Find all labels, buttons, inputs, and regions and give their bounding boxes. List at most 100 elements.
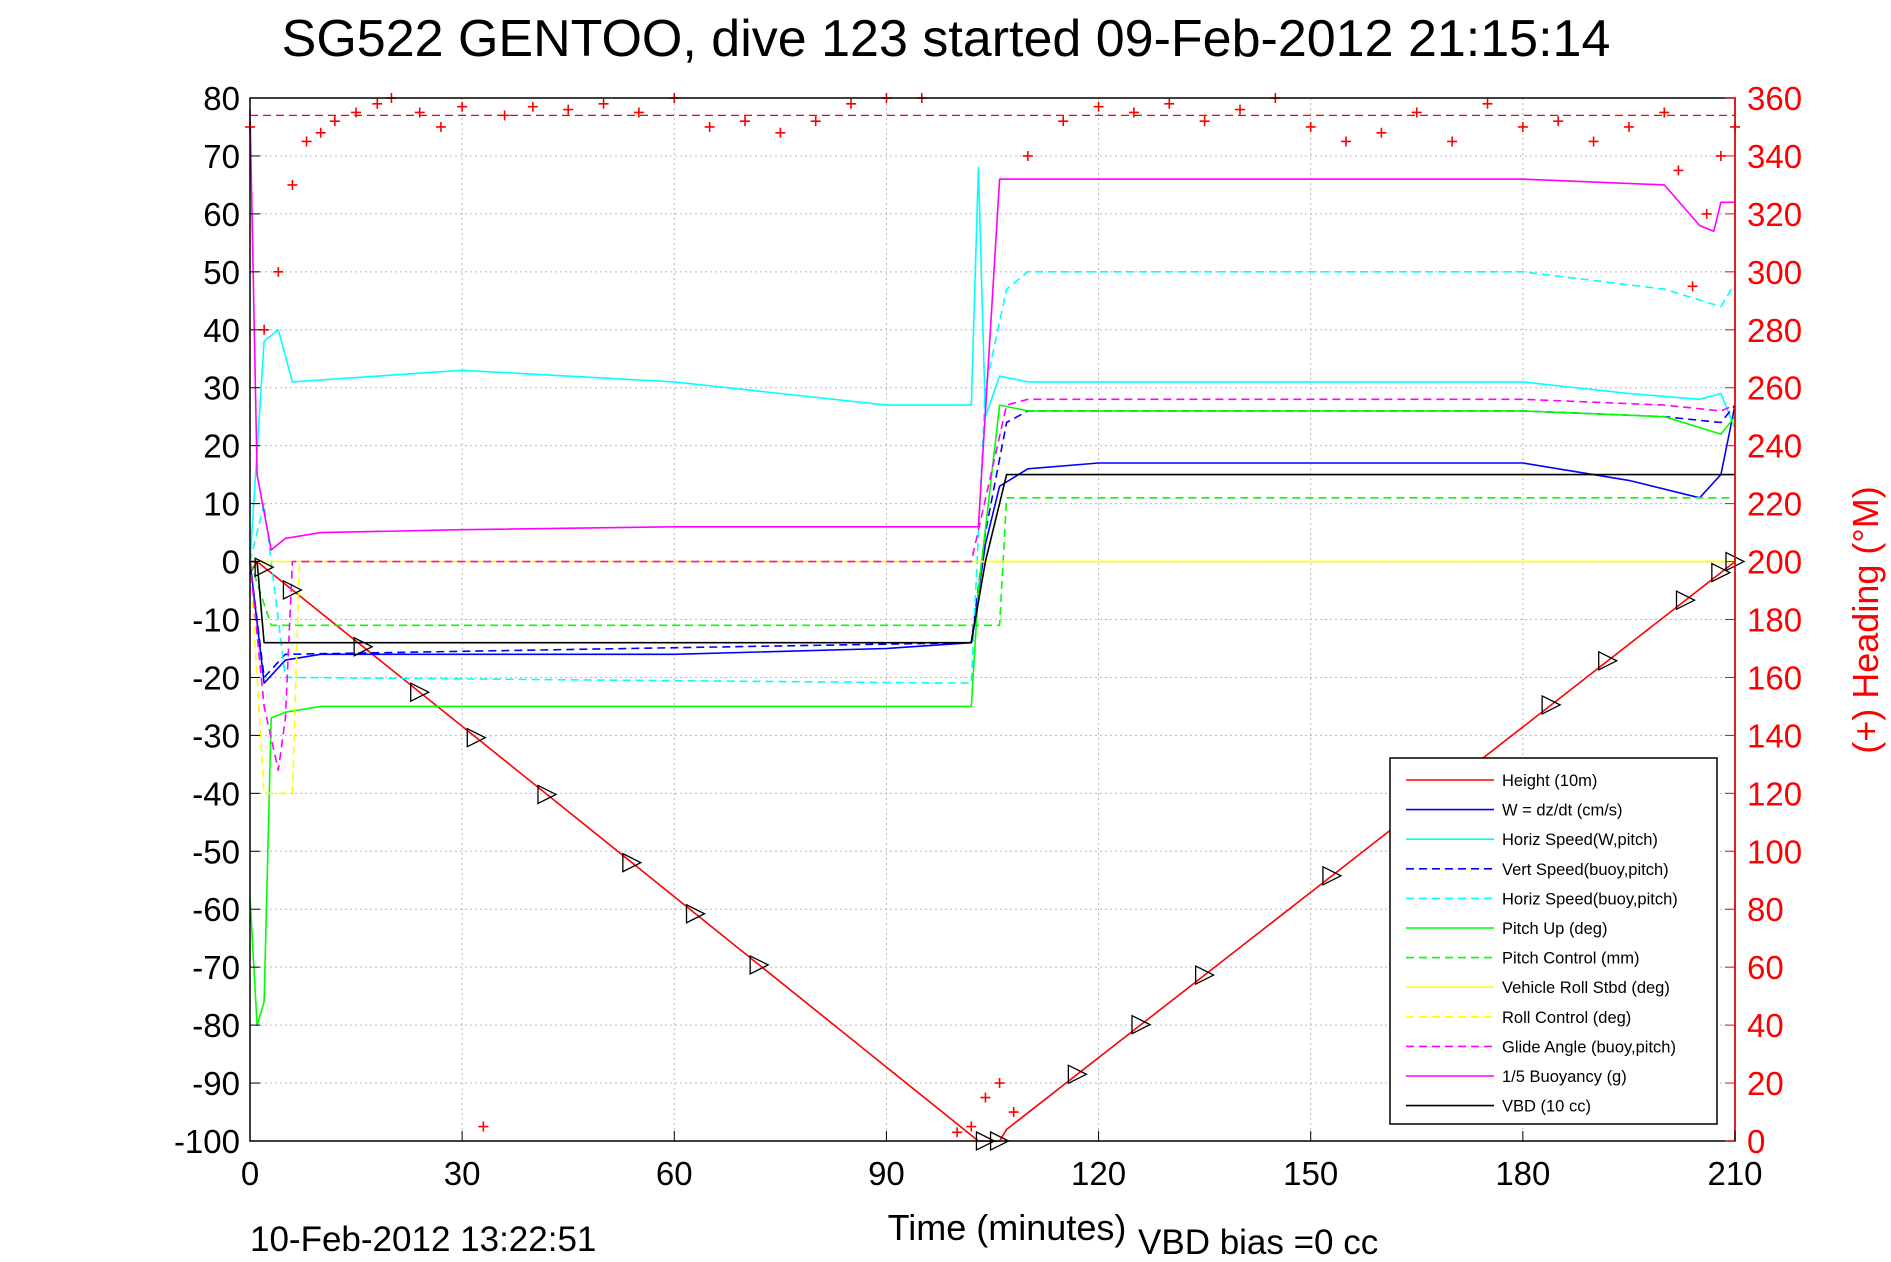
heading-point — [1482, 98, 1493, 109]
y2-tick-label: 220 — [1747, 486, 1802, 523]
legend: Height (10m) W = dz/dt (cm/s) Horiz Speed(… — [1389, 757, 1718, 1125]
y-tick-label: 10 — [203, 486, 240, 523]
legend-label: Pitch Control (mm) — [1502, 950, 1640, 968]
y-tick-label: -100 — [174, 1123, 240, 1160]
heading-point — [1128, 107, 1139, 118]
series-line-pitch-control-mm — [249, 496, 1735, 627]
y2-tick-label: 340 — [1747, 138, 1802, 175]
y2-tick-label: 0 — [1747, 1123, 1765, 1160]
heading-point — [1623, 121, 1634, 132]
x-axis: 0 30 60 90 120 150 180 210 — [241, 1131, 1763, 1192]
heading-point — [301, 136, 312, 147]
legend-label: W = dz/dt (cm/s) — [1502, 802, 1623, 820]
heading-point — [1659, 107, 1670, 118]
y2-tick-label: 120 — [1747, 775, 1802, 812]
heading-point — [372, 98, 383, 109]
depth-marker-icon — [1194, 964, 1216, 986]
series-line-w-dz-dt-cm-s — [249, 404, 1736, 685]
heading-point — [1164, 98, 1175, 109]
y2-tick-label: 20 — [1747, 1065, 1784, 1102]
y-axis-right: 3603403203002802602402202001801601401201… — [1725, 80, 1802, 1160]
heading-point — [499, 110, 510, 121]
heading-point — [740, 116, 750, 127]
heading-point — [1701, 208, 1712, 219]
heading-point — [966, 1121, 977, 1132]
plot-title: SG522 GENTOO, dive 123 started 09-Feb-20… — [282, 10, 1611, 68]
y-axis-left: 80 70 60 50 40 30 20 10 0 -10 -20 -30 -40 -50 -60 -70 -8… — [174, 80, 260, 1160]
legend-label: Horiz Speed(buoy,pitch) — [1502, 890, 1678, 908]
heading-point — [287, 179, 298, 190]
heading-point — [329, 116, 340, 127]
depth-marker-icon — [282, 579, 303, 601]
legend-label: Glide Angle (buoy,pitch) — [1502, 1038, 1676, 1056]
depth-marker-icon — [410, 682, 431, 703]
y-tick-label: 0 — [222, 544, 240, 581]
series-line-vert-speed-buoy-pitch — [249, 404, 1736, 679]
heading-point — [563, 104, 574, 115]
heading-point — [273, 266, 284, 277]
heading-point — [351, 107, 362, 118]
series-line-1-5-buoyancy-g — [249, 109, 1735, 551]
heading-point — [994, 1078, 1005, 1089]
depth-marker-icon — [1541, 694, 1562, 715]
heading-point — [1376, 127, 1387, 138]
depth-marker-icon — [622, 852, 643, 873]
y-tick-label: -60 — [192, 891, 240, 928]
heading-point — [1588, 136, 1599, 147]
y2-tick-label: 300 — [1747, 254, 1802, 291]
y-tick-label: 80 — [203, 80, 240, 117]
y-tick-label: 30 — [203, 370, 240, 407]
y2-tick-label: 320 — [1747, 196, 1802, 233]
x-tick-label: 180 — [1495, 1155, 1550, 1192]
heading-point — [414, 107, 425, 118]
x-tick-label: 210 — [1707, 1155, 1762, 1192]
y-tick-label: -30 — [192, 717, 240, 754]
y2-tick-label: 100 — [1747, 833, 1802, 870]
heading-point — [1235, 104, 1245, 115]
vbd-bias-label: VBD bias =0 cc — [1138, 1223, 1378, 1262]
y2-tick-label: 40 — [1747, 1007, 1784, 1044]
y2-axis-label: (+) Heading (°M) — [1845, 486, 1886, 753]
heading-point — [633, 107, 644, 118]
heading-point — [1341, 136, 1352, 147]
depth-marker-icon — [254, 557, 275, 578]
y-tick-label: -10 — [192, 602, 240, 639]
heading-point — [1673, 165, 1684, 176]
heading-point — [435, 121, 446, 132]
legend-label: Pitch Up (deg) — [1502, 920, 1607, 938]
depth-marker-icon — [685, 903, 706, 924]
y-tick-label: -80 — [192, 1007, 240, 1044]
y-tick-label: 40 — [203, 312, 240, 349]
legend-label: 1/5 Buoyancy (g) — [1502, 1068, 1627, 1086]
heading-point — [846, 98, 857, 109]
x-axis-label: Time (minutes) — [888, 1207, 1127, 1248]
x-tick-label: 120 — [1071, 1155, 1126, 1192]
y2-tick-label: 140 — [1747, 717, 1802, 754]
heading-point — [259, 324, 270, 335]
y-tick-label: -90 — [192, 1065, 240, 1102]
heading-point — [1553, 116, 1564, 127]
y2-tick-label: 160 — [1747, 659, 1802, 696]
depth-marker-icon — [537, 784, 558, 805]
heading-point — [1517, 121, 1528, 132]
heading-point — [704, 121, 715, 132]
legend-label: Height (10m) — [1502, 772, 1597, 790]
y2-tick-label: 260 — [1747, 370, 1802, 407]
series-line-pitch-up-deg — [249, 404, 1736, 1026]
y-tick-label: 50 — [203, 254, 240, 291]
heading-point — [1199, 116, 1210, 127]
depth-marker-icon — [353, 636, 374, 657]
y-tick-label: 20 — [203, 428, 240, 465]
x-tick-label: 30 — [444, 1155, 481, 1192]
x-tick-label: 90 — [868, 1155, 905, 1192]
legend-label: Vehicle Roll Stbd (deg) — [1502, 979, 1670, 997]
depth-marker-icon — [1598, 650, 1619, 671]
heading-point — [980, 1092, 991, 1103]
legend-label: Horiz Speed(W,pitch) — [1502, 831, 1658, 849]
depth-marker-icon — [466, 727, 487, 748]
grid — [250, 98, 1735, 1141]
heading-point — [775, 127, 786, 138]
y-tick-label: 70 — [203, 138, 240, 175]
y-tick-label: -20 — [192, 659, 240, 696]
